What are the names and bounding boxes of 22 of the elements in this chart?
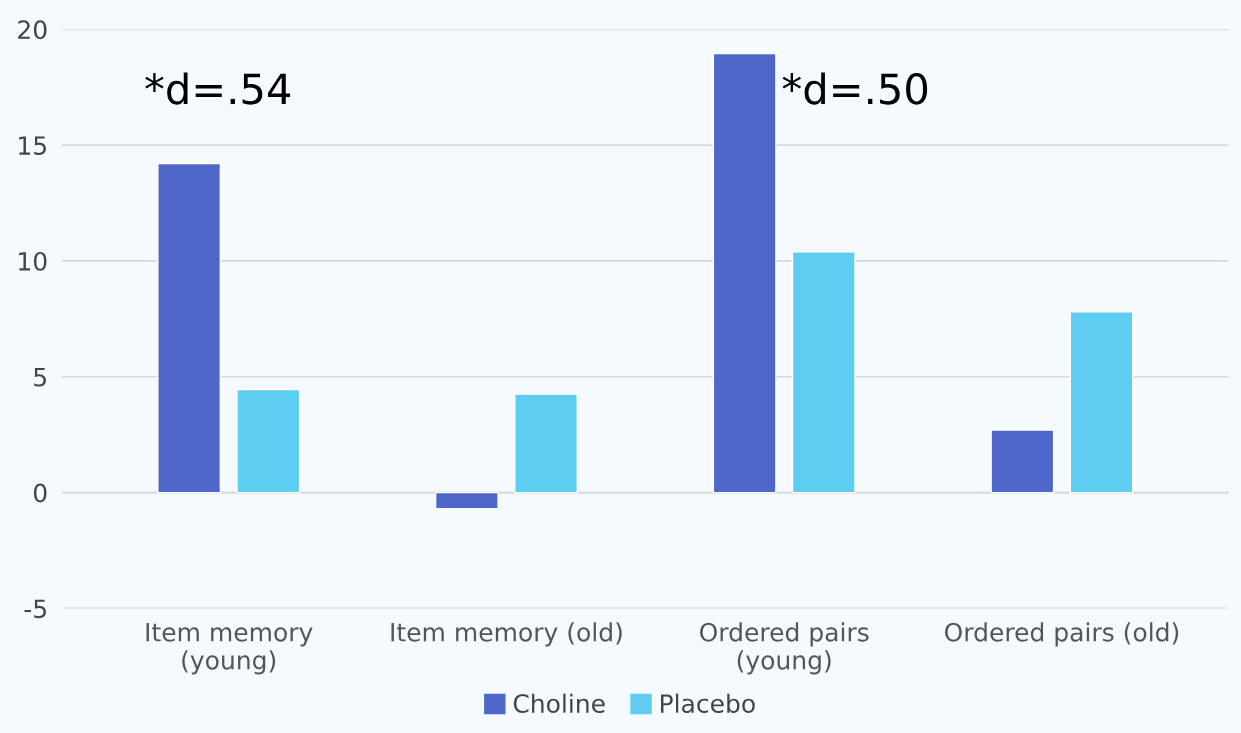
bar bbox=[712, 52, 777, 494]
x-tick-label: Item memory (old) bbox=[391, 622, 622, 647]
bar bbox=[791, 250, 856, 494]
y-tick-label: -5 bbox=[24, 599, 46, 619]
bar bbox=[157, 162, 222, 494]
x-tick-label: Ordered pairs (young) bbox=[700, 622, 869, 675]
legend-label: Choline bbox=[513, 693, 605, 713]
bar bbox=[514, 393, 578, 494]
bar bbox=[434, 491, 499, 510]
bar bbox=[236, 388, 301, 494]
y-tick-label: 10 bbox=[19, 251, 47, 271]
bar bbox=[990, 429, 1055, 494]
y-tick-label: 5 bbox=[34, 368, 46, 387]
y-tick-label: 15 bbox=[19, 136, 46, 155]
x-tick-label: Ordered pairs (old) bbox=[945, 622, 1179, 647]
y-tick-label: 20 bbox=[18, 20, 47, 40]
annotation: *d=.54 bbox=[145, 72, 291, 105]
x-tick-label: Item memory (young) bbox=[146, 623, 313, 675]
legend-label: Placebo bbox=[660, 693, 755, 713]
bar bbox=[1069, 311, 1134, 494]
y-tick-label: 0 bbox=[33, 483, 47, 503]
annotation: *d=.50 bbox=[782, 72, 928, 105]
